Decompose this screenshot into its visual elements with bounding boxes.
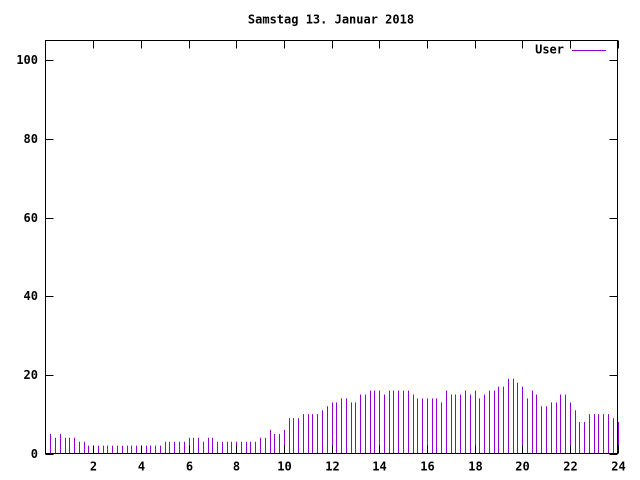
- x-tick-label: 2: [90, 460, 97, 474]
- x-tick-label: 10: [277, 460, 291, 474]
- y-tick-label: 60: [24, 211, 38, 225]
- x-tick-label: 8: [233, 460, 240, 474]
- y-tick-label: 20: [24, 368, 38, 382]
- y-tick-label: 80: [24, 132, 38, 146]
- x-tick-label: 24: [611, 460, 625, 474]
- x-tick-label: 18: [468, 460, 482, 474]
- x-tick-label: 16: [420, 460, 434, 474]
- x-tick-label: 12: [325, 460, 339, 474]
- x-tick-label: 4: [138, 460, 145, 474]
- x-tick-label: 6: [186, 460, 193, 474]
- y-tick-label: 100: [16, 53, 38, 67]
- plot-frame: [45, 40, 618, 454]
- x-tick-label: 14: [372, 460, 386, 474]
- x-tick-label: 22: [563, 460, 577, 474]
- y-tick-label: 0: [31, 447, 38, 461]
- legend-label: User: [535, 43, 564, 57]
- x-tick-label: 20: [515, 460, 529, 474]
- y-tick-label: 40: [24, 289, 38, 303]
- chart-title: Samstag 13. Januar 2018: [248, 13, 414, 27]
